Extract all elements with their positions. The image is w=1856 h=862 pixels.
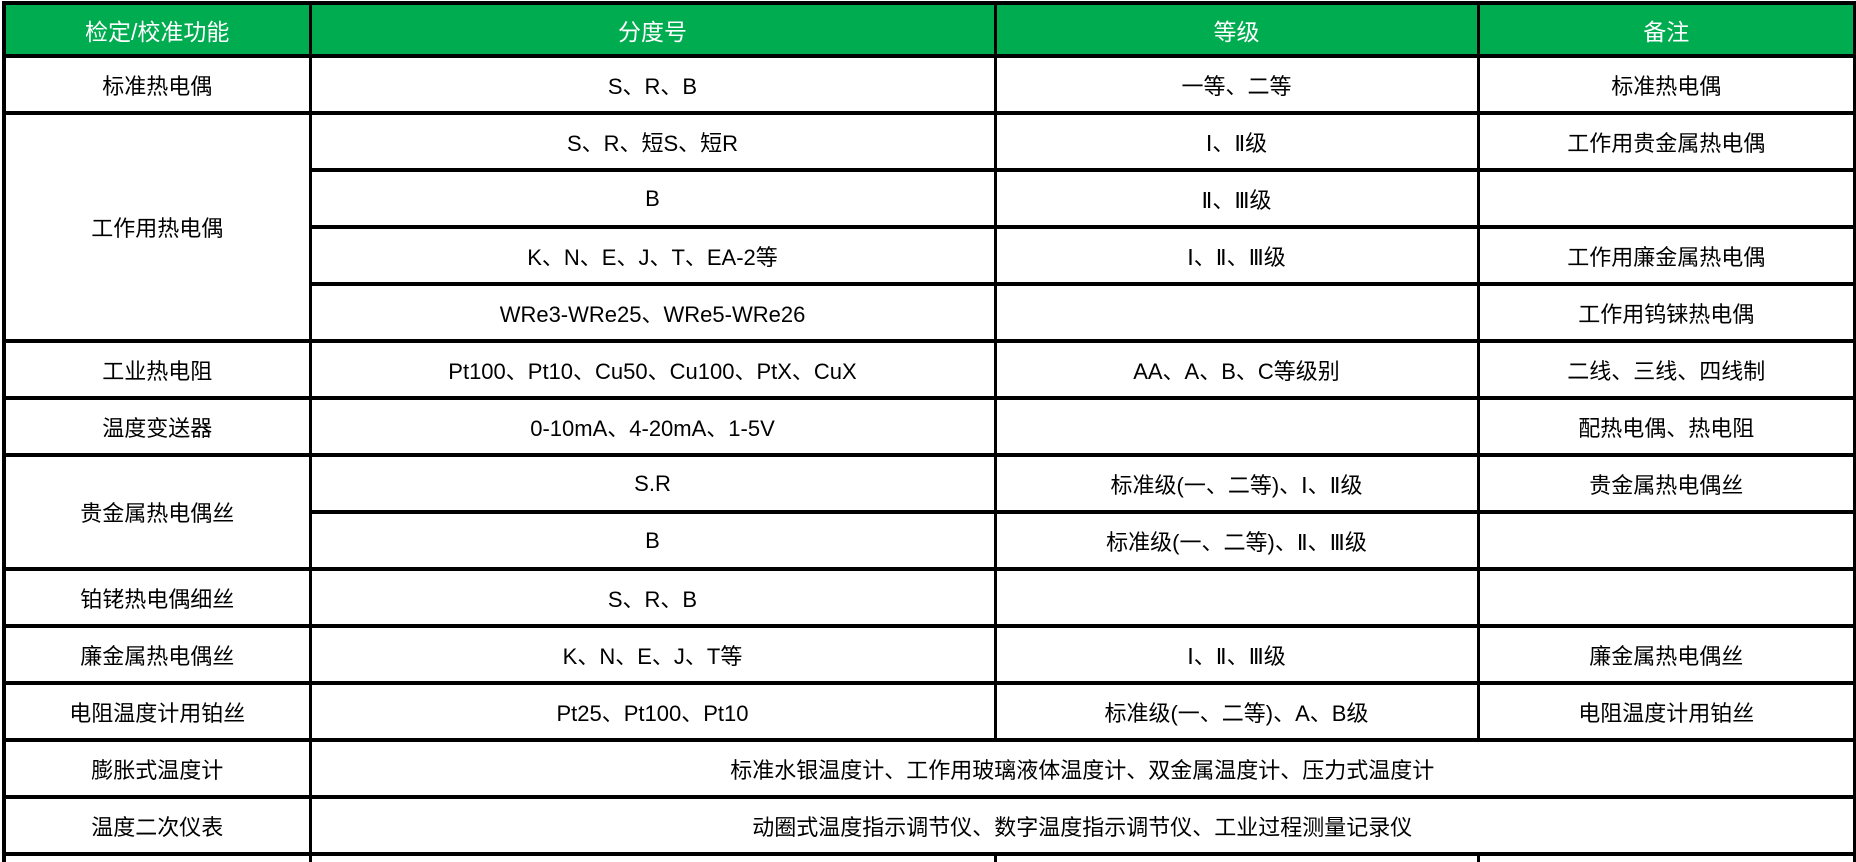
cell-standard-tc-function: 标准热电偶 [2,54,312,115]
header-division: 分度号 [308,1,997,58]
cell-base-metal-wire-division: K、N、E、J、T等 [308,624,997,685]
cell-industrial-rtd-function: 工业热电阻 [2,339,312,400]
header-row: 检定/校准功能 分度号 等级 备注 [2,1,1856,58]
cell-pt-rh-fine-wire-note [1476,567,1856,628]
cell-pt-rh-fine-wire-grade [993,567,1480,628]
cell-pt-rh-fine-wire-division: S、R、B [308,567,997,628]
cell-working-tc-r1-note: 工作用贵金属热电偶 [1476,111,1856,172]
cell-working-tc-r2-note [1476,168,1856,229]
row-secondary-instrument: 温度二次仪表 动圈式温度指示调节仪、数字温度指示调节仪、工业过程测量记录仪 [2,795,1856,856]
cell-working-tc-group: 工作用热电偶 [2,111,312,343]
cell-transmitter-note: 配热电偶、热电阻 [1476,396,1856,457]
cell-base-metal-wire-function: 廉金属热电偶丝 [2,624,312,685]
cell-platinum-wire-grade: 标准级(一、二等)、A、B级 [993,681,1480,742]
clipped-cell-division [308,852,997,862]
cell-noble-wire-r2-grade: 标准级(一、二等)、Ⅱ、Ⅲ级 [993,510,1480,571]
cell-platinum-wire-division: Pt25、Pt100、Pt10 [308,681,997,742]
cell-working-tc-r2-grade: Ⅱ、Ⅲ级 [993,168,1480,229]
cell-pt-rh-fine-wire-function: 铂铑热电偶细丝 [2,567,312,628]
cell-industrial-rtd-grade: AA、A、B、C等级别 [993,339,1480,400]
cell-industrial-rtd-note: 二线、三线、四线制 [1476,339,1856,400]
cell-base-metal-wire-note: 廉金属热电偶丝 [1476,624,1856,685]
cell-secondary-instrument-span: 动圈式温度指示调节仪、数字温度指示调节仪、工业过程测量记录仪 [308,795,1856,856]
row-noble-wire-2: B 标准级(一、二等)、Ⅱ、Ⅲ级 [4,510,1856,571]
row-transmitter: 温度变送器 0-10mA、4-20mA、1-5V 配热电偶、热电阻 [2,396,1856,457]
cell-platinum-wire-note: 电阻温度计用铂丝 [1476,681,1856,742]
cell-working-tc-r4-division: WRe3-WRe25、WRe5-WRe26 [308,282,997,343]
cell-base-metal-wire-grade: Ⅰ、Ⅱ、Ⅲ级 [993,624,1480,685]
cell-industrial-rtd-division: Pt100、Pt10、Cu50、Cu100、PtX、CuX [308,339,997,400]
cell-noble-wire-r1-division: S.R [308,453,997,514]
clipped-cell-grade [993,852,1480,862]
row-platinum-wire: 电阻温度计用铂丝 Pt25、Pt100、Pt10 标准级(一、二等)、A、B级 … [2,681,1856,742]
clipped-cell-function [2,852,312,862]
row-industrial-rtd: 工业热电阻 Pt100、Pt10、Cu50、Cu100、PtX、CuX AA、A… [2,339,1856,400]
row-working-tc-2: B Ⅱ、Ⅲ级 [4,168,1856,229]
cell-working-tc-r1-grade: Ⅰ、Ⅱ级 [993,111,1480,172]
cell-working-tc-r4-note: 工作用钨铼热电偶 [1476,282,1856,343]
row-noble-wire-1: 贵金属热电偶丝 S.R 标准级(一、二等)、Ⅰ、Ⅱ级 贵金属热电偶丝 [2,453,1856,571]
cell-standard-tc-note: 标准热电偶 [1476,54,1856,115]
cell-working-tc-r4-grade [993,282,1480,343]
header-grade: 等级 [993,1,1480,58]
cell-working-tc-r1-division: S、R、短S、短R [308,111,997,172]
clipped-bottom-row [2,852,1856,862]
cell-working-tc-r3-grade: Ⅰ、Ⅱ、Ⅲ级 [993,225,1480,286]
cell-working-tc-r2-division: B [308,168,997,229]
cell-noble-wire-r1-note: 贵金属热电偶丝 [1476,453,1856,514]
row-working-tc-1: 工作用热电偶 S、R、短S、短R Ⅰ、Ⅱ级 工作用贵金属热电偶 [2,111,1856,343]
cell-transmitter-grade [993,396,1480,457]
cell-noble-wire-r1-grade: 标准级(一、二等)、Ⅰ、Ⅱ级 [993,453,1480,514]
row-standard-tc: 标准热电偶 S、R、B 一等、二等 标准热电偶 [2,54,1856,115]
clipped-cell-note [1476,852,1856,862]
header-function: 检定/校准功能 [2,1,312,58]
cell-working-tc-r3-note: 工作用廉金属热电偶 [1476,225,1856,286]
row-pt-rh-fine-wire: 铂铑热电偶细丝 S、R、B [2,567,1856,628]
cell-transmitter-division: 0-10mA、4-20mA、1-5V [308,396,997,457]
cell-secondary-instrument-function: 温度二次仪表 [2,795,312,856]
cell-noble-wire-group: 贵金属热电偶丝 [2,453,312,571]
cell-expansion-thermometer-function: 膨胀式温度计 [2,738,312,799]
cell-transmitter-function: 温度变送器 [2,396,312,457]
cell-noble-wire-r2-note [1476,510,1856,571]
header-note: 备注 [1476,1,1856,58]
cell-platinum-wire-function: 电阻温度计用铂丝 [2,681,312,742]
row-working-tc-4: WRe3-WRe25、WRe5-WRe26 工作用钨铼热电偶 [4,282,1856,343]
cell-noble-wire-r2-division: B [308,510,997,571]
row-expansion-thermometer: 膨胀式温度计 标准水银温度计、工作用玻璃液体温度计、双金属温度计、压力式温度计 [2,738,1856,799]
cell-standard-tc-grade: 一等、二等 [993,54,1480,115]
row-base-metal-wire: 廉金属热电偶丝 K、N、E、J、T等 Ⅰ、Ⅱ、Ⅲ级 廉金属热电偶丝 [2,624,1856,685]
row-working-tc-3: K、N、E、J、T、EA-2等 Ⅰ、Ⅱ、Ⅲ级 工作用廉金属热电偶 [4,225,1856,286]
cell-standard-tc-division: S、R、B [308,54,997,115]
cell-working-tc-r3-division: K、N、E、J、T、EA-2等 [308,225,997,286]
cell-expansion-thermometer-span: 标准水银温度计、工作用玻璃液体温度计、双金属温度计、压力式温度计 [308,738,1856,799]
